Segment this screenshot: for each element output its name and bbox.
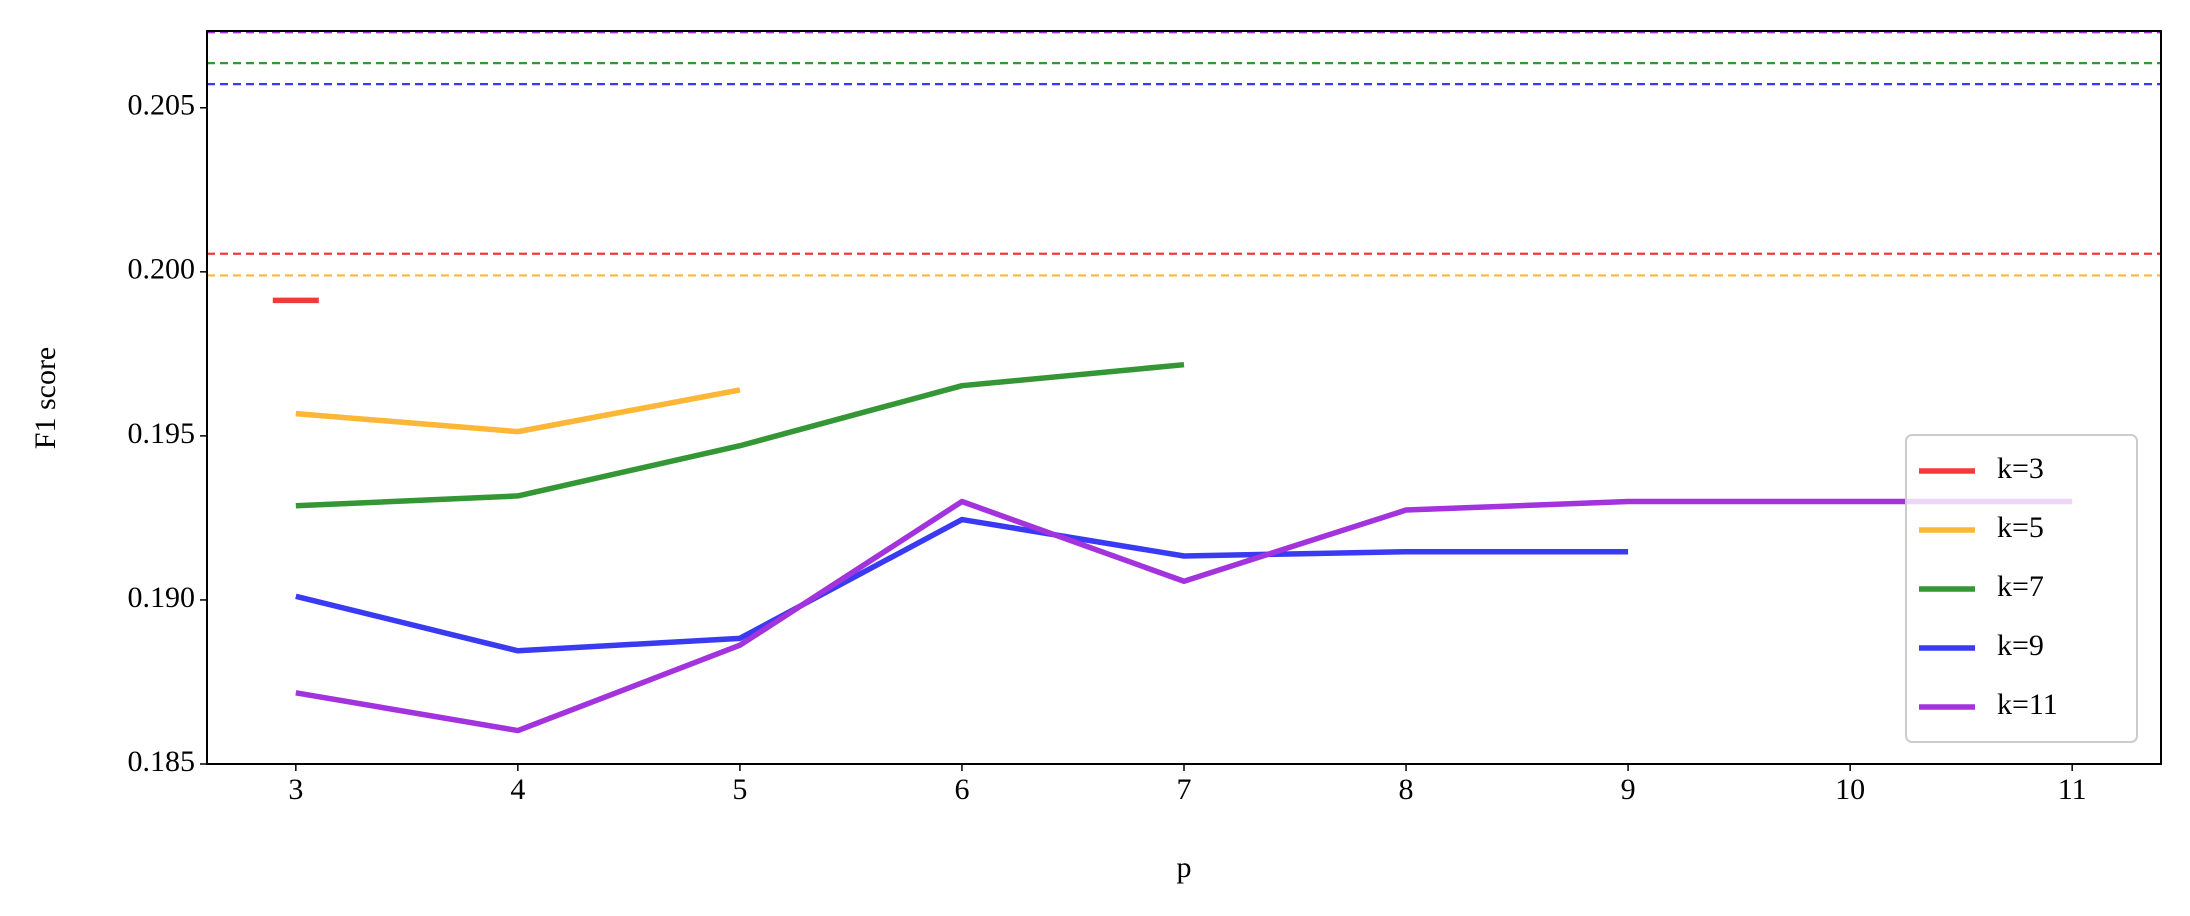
x-tick-label: 8	[1399, 773, 1414, 806]
x-tick-label: 5	[732, 773, 747, 806]
y-tick-label: 0.195	[128, 417, 196, 450]
y-axis-label: F1 score	[29, 347, 62, 449]
y-tick-label: 0.205	[128, 89, 196, 122]
x-tick-label: 11	[2058, 773, 2087, 806]
plot-frame	[206, 30, 2162, 765]
legend-label: k=7	[1997, 570, 2044, 603]
legend-box	[1905, 434, 2138, 743]
y-tick-label: 0.190	[128, 581, 196, 614]
x-axis-label: p	[1177, 851, 1192, 884]
x-tick-label: 9	[1621, 773, 1636, 806]
series-line	[295, 498, 2073, 734]
legend-label: k=11	[1997, 688, 2058, 721]
y-tick-label: 0.185	[128, 745, 196, 778]
x-tick-label: 4	[510, 773, 525, 806]
x-tick-label: 3	[288, 773, 303, 806]
x-tick-label: 10	[1835, 773, 1865, 806]
x-tick-label: 7	[1177, 773, 1192, 806]
legend-label: k=9	[1997, 629, 2044, 662]
x-tick-label: 6	[954, 773, 969, 806]
y-tick-label: 0.200	[128, 253, 196, 286]
legend-label: k=3	[1997, 452, 2044, 485]
legend-label: k=5	[1997, 511, 2044, 544]
series-line	[295, 516, 1629, 654]
series-line	[295, 387, 741, 435]
series-line	[295, 361, 1185, 509]
legend: k=3 k=5 k=7 k=9 k=11	[1905, 434, 2138, 743]
